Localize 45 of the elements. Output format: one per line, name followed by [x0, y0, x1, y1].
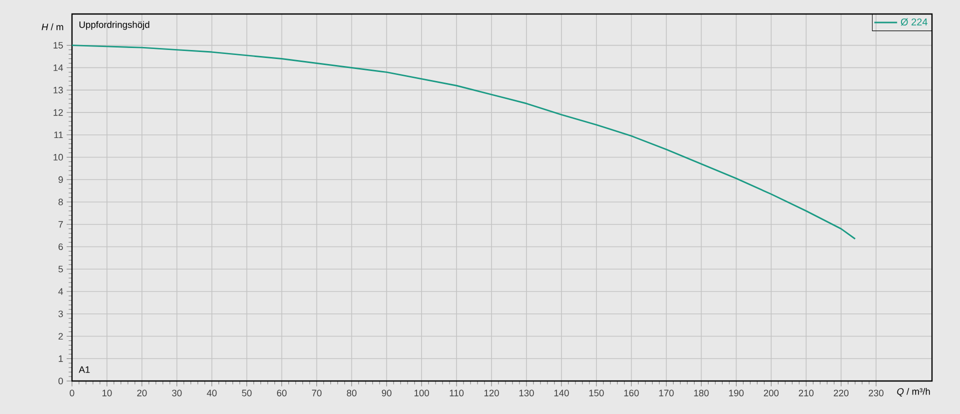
- x-tick-label: 140: [554, 390, 569, 396]
- y-tick-label: 8: [58, 198, 63, 206]
- y-tick-label: 15: [54, 42, 63, 49]
- y-tick-label: 2: [58, 333, 63, 340]
- x-tick-label: 110: [450, 390, 464, 396]
- y-tick-label: 11: [54, 132, 63, 138]
- y-tick-label: 13: [54, 86, 63, 94]
- x-tick-label: 100: [414, 390, 430, 396]
- x-tick-label: 80: [346, 390, 357, 396]
- y-tick-label: 9: [58, 176, 63, 183]
- x-tick-label: 120: [484, 390, 499, 396]
- x-tick-label: 30: [172, 390, 182, 396]
- x-tick-label: 130: [519, 390, 534, 396]
- y-axis-title: H / m: [42, 23, 64, 30]
- legend-label: Ø 224: [900, 18, 928, 26]
- x-tick-label: 160: [624, 390, 639, 396]
- x-tick-label: 10: [102, 390, 112, 396]
- y-tick-label: 6: [58, 243, 63, 250]
- annotation: Uppfordringshöjd: [79, 21, 150, 30]
- x-tick-label: 0: [70, 390, 74, 396]
- y-tick-label: 1: [58, 355, 63, 362]
- x-tick-label: 210: [798, 390, 814, 396]
- y-tick-label: 12: [54, 109, 63, 116]
- x-tick-label: 180: [694, 390, 709, 396]
- x-tick-label: 60: [277, 390, 287, 396]
- y-tick-label: 0: [58, 378, 63, 384]
- x-tick-label: 40: [206, 390, 217, 396]
- x-tick-label: 50: [242, 390, 252, 396]
- x-tick-label: 90: [382, 390, 392, 396]
- x-tick-label: 170: [659, 390, 674, 396]
- x-tick-label: 200: [764, 390, 779, 396]
- x-tick-label: 150: [589, 390, 604, 396]
- y-tick-label: 7: [58, 221, 63, 228]
- y-tick-label: 10: [54, 154, 63, 161]
- x-tick-label: 70: [312, 390, 322, 396]
- annotation: A1: [78, 366, 90, 373]
- x-tick-label: 190: [729, 390, 744, 396]
- x-tick-label: 220: [834, 390, 849, 396]
- x-tick-label: 20: [137, 390, 147, 396]
- y-tick-label: 14: [54, 64, 64, 71]
- y-tick-label: 4: [58, 288, 64, 295]
- y-tick-label: 5: [58, 266, 63, 272]
- y-tick-label: 3: [58, 310, 63, 318]
- x-axis-title: Q / m³/h: [897, 388, 930, 396]
- x-tick-label: 230: [868, 390, 884, 396]
